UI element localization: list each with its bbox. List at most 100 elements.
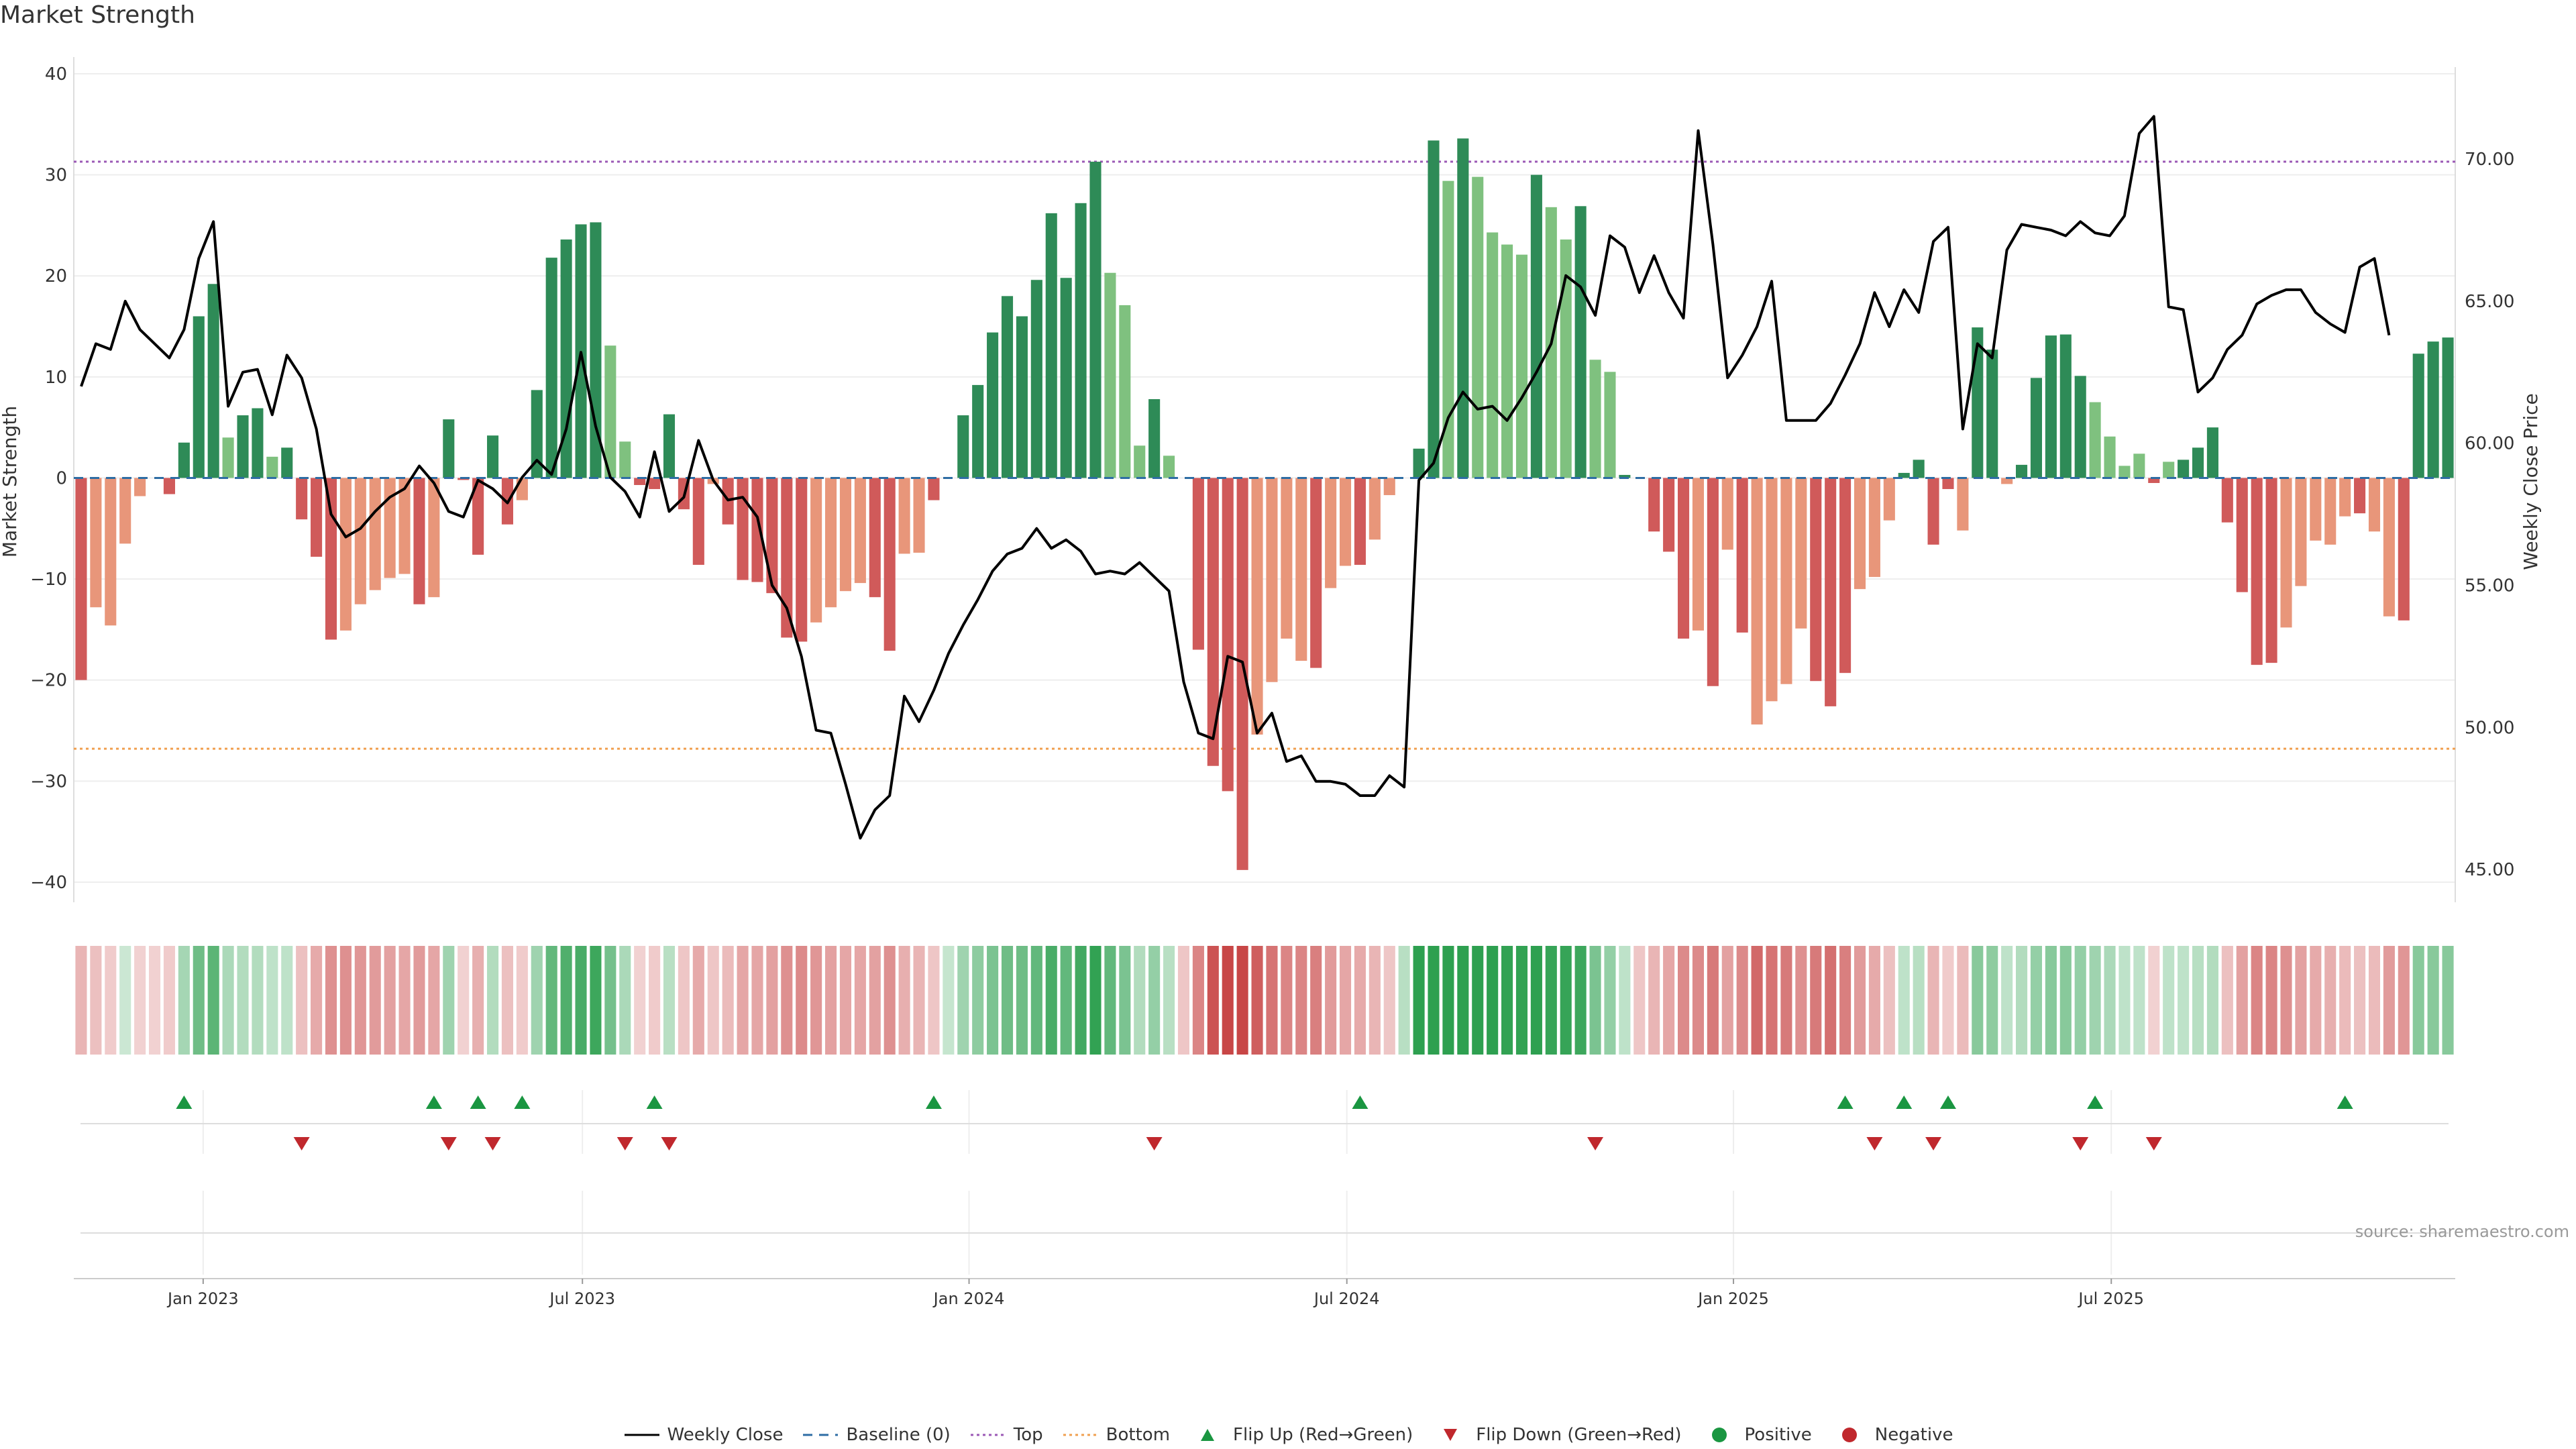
strength-bar [1721,478,1733,550]
heat-cell [1163,946,1175,1055]
strength-bar [134,478,146,496]
strength-bar [1368,478,1381,540]
heat-cell [2368,946,2381,1055]
heat-cell [311,946,323,1055]
strength-bar [2104,436,2116,478]
x-tick-label: Jul 2025 [2077,1289,2144,1308]
strength-bar [663,414,676,478]
strength-bar [531,390,543,478]
heat-cell [1383,946,1395,1055]
source-note: source: sharemaestro.com [2355,1222,2569,1241]
heat-cell [1663,946,1675,1055]
strength-bar [1795,478,1807,629]
heat-cell [1515,946,1528,1055]
legend-label: Baseline (0) [846,1425,951,1445]
legend-swatch [1841,1428,1857,1442]
heat-cell [1795,946,1807,1055]
heat-cell [516,946,528,1055]
strength-bar [1354,478,1366,565]
flip-up-marker [2087,1095,2104,1109]
heat-cell [2354,946,2366,1055]
strength-bar [2236,478,2248,592]
strength-bar [2133,453,2145,478]
strength-bar [1825,478,1837,706]
y2-tick-label: 60.00 [2465,434,2514,454]
strength-bar [1913,460,1925,478]
heat-cell [781,946,793,1055]
x-tick-label: Jan 2023 [166,1289,239,1308]
strength-bar [1428,140,1440,478]
strength-bar [486,435,499,478]
heat-cell [825,946,837,1055]
strength-bar [2030,378,2043,478]
legend-label: Top [1013,1425,1043,1445]
strength-bar [384,478,396,578]
legend-item: Baseline (0) [802,1425,951,1445]
heat-cell [1839,946,1851,1055]
strength-bar [266,456,278,478]
strength-bar [2206,427,2218,478]
heat-cell [1354,946,1366,1055]
heat-cell [2118,946,2131,1055]
grid-lines [73,57,2456,902]
heat-cell [237,946,249,1055]
heat-cell [1751,946,1763,1055]
flip-down-marker [1866,1137,1883,1150]
heat-cell [2251,946,2263,1055]
strength-bar [1001,296,1014,478]
heat-cell [443,946,455,1055]
heat-cell [413,946,425,1055]
flip-markers [80,1090,2449,1154]
heat-cell [2221,946,2233,1055]
heat-cell [869,946,881,1055]
y2-axis-label: Weekly Close Price [2520,393,2542,570]
strength-bar [163,478,175,494]
flip-up-marker [1896,1095,1913,1109]
strength-bar [2074,376,2086,478]
strength-bar [325,478,337,640]
heat-cell [2412,946,2424,1055]
flip-up-marker [646,1095,663,1109]
strength-bar [854,478,866,584]
heat-cell [1545,946,1557,1055]
heat-cell [1530,946,1542,1055]
legend: Weekly Close Baseline (0) Top Bottom Flip Up… [0,1425,2576,1448]
heat-cell [2192,946,2204,1055]
strength-bar [649,478,661,490]
strength-bar [178,442,190,478]
heat-cell [1898,946,1910,1055]
y-tick-label: −20 [30,671,67,691]
flip-up-marker [1837,1095,1854,1109]
heat-cell [619,946,631,1055]
strength-heat-strip [75,946,2454,1055]
strength-bar [913,478,925,553]
heat-cell [105,946,117,1055]
strength-bar [354,478,366,604]
flip-down-marker [616,1137,633,1150]
y-tick-label: 10 [45,368,67,388]
strength-bar [737,478,749,580]
heat-cell [1104,946,1116,1055]
heat-cell [722,946,734,1055]
strength-bar [1119,305,1131,478]
heat-cell [1266,946,1278,1055]
strength-bar [2310,478,2322,541]
heat-cell [545,946,557,1055]
strength-bar [398,478,411,574]
strength-bar [1986,350,1998,478]
flip-down-marker [293,1137,310,1150]
legend-label: Bottom [1106,1425,1171,1445]
flip-up-marker [176,1095,193,1109]
strength-bar [1045,213,1057,478]
heat-cell [2045,946,2057,1055]
heat-cell [1368,946,1381,1055]
strength-bar [90,478,102,608]
strength-bar [516,478,528,500]
heat-cell [2295,946,2307,1055]
flip-up-marker [925,1095,942,1109]
heat-cell [2427,946,2439,1055]
strength-bar [2118,466,2131,478]
strength-bar [1927,478,1939,545]
strength-bar [839,478,852,592]
heat-cell [296,946,308,1055]
